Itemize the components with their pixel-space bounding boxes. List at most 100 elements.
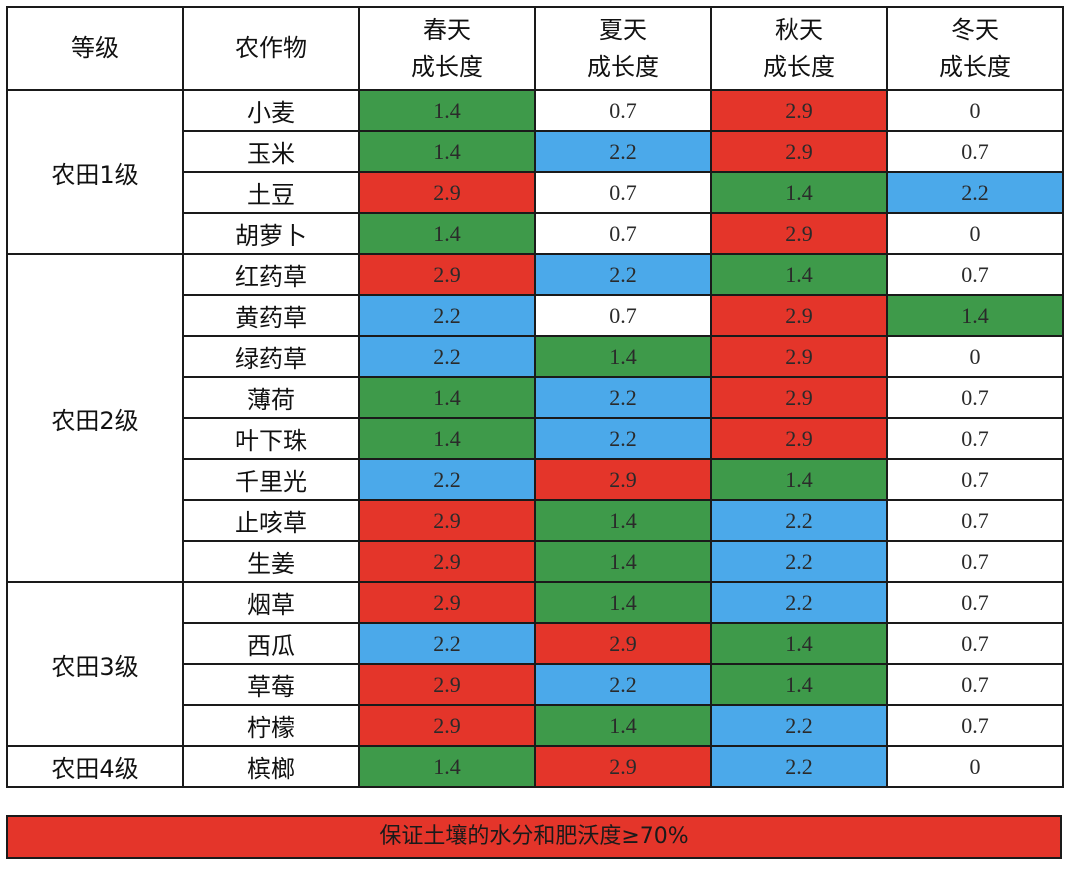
winter-growth-cell: 0.7 — [886, 253, 1064, 296]
table-row: 叶下珠 1.4 2.2 2.9 0.7 — [7, 417, 1064, 460]
spring-growth-cell: 2.9 — [358, 663, 536, 706]
table-row: 薄荷 1.4 2.2 2.9 0.7 — [7, 376, 1064, 419]
header-autumn-season: 秋天 — [775, 15, 823, 44]
spring-growth-cell: 2.9 — [358, 540, 536, 583]
autumn-growth-cell: 1.4 — [710, 458, 888, 501]
header-summer-season: 夏天 — [599, 15, 647, 44]
summer-growth-cell: 2.9 — [534, 458, 712, 501]
header-summer-growth: 成长度 — [587, 52, 659, 81]
summer-growth-cell: 2.2 — [534, 253, 712, 296]
summer-growth-cell: 2.2 — [534, 417, 712, 460]
crop-name-cell: 止咳草 — [182, 499, 360, 542]
spring-growth-cell: 2.9 — [358, 581, 536, 624]
table-row: 绿药草 2.2 1.4 2.9 0 — [7, 335, 1064, 378]
header-summer: 夏天 成长度 — [534, 6, 712, 91]
summer-growth-cell: 1.4 — [534, 704, 712, 747]
summer-growth-cell: 0.7 — [534, 89, 712, 132]
crop-name-cell: 叶下珠 — [182, 417, 360, 460]
table-row: 农田1级 小麦 1.4 0.7 2.9 0 — [6, 89, 1064, 255]
crop-name-cell: 柠檬 — [182, 704, 360, 747]
farm-level-cell: 农田1级 — [6, 89, 184, 255]
crop-name-cell: 红药草 — [182, 253, 360, 296]
summer-growth-cell: 2.9 — [534, 745, 712, 788]
crop-name-cell: 千里光 — [182, 458, 360, 501]
winter-growth-cell: 0.7 — [886, 581, 1064, 624]
autumn-growth-cell: 2.9 — [710, 417, 888, 460]
summer-growth-cell: 0.7 — [534, 294, 712, 337]
autumn-growth-cell: 2.9 — [710, 130, 888, 173]
winter-growth-cell: 1.4 — [886, 294, 1064, 337]
spring-growth-cell: 1.4 — [358, 89, 536, 132]
autumn-growth-cell: 2.9 — [710, 89, 888, 132]
farm-level-cell: 农田2级 — [6, 253, 184, 583]
winter-growth-cell: 0.7 — [886, 704, 1064, 747]
summer-growth-cell: 0.7 — [534, 212, 712, 255]
spring-growth-cell: 2.2 — [358, 294, 536, 337]
winter-growth-cell: 0.7 — [886, 458, 1064, 501]
autumn-growth-cell: 1.4 — [710, 253, 888, 296]
autumn-growth-cell: 1.4 — [710, 663, 888, 706]
autumn-growth-cell: 2.2 — [710, 581, 888, 624]
header-spring: 春天 成长度 — [358, 6, 536, 91]
crop-name-cell: 小麦 — [182, 89, 360, 132]
header-level: 等级 — [6, 6, 184, 91]
spring-growth-cell: 2.9 — [358, 253, 536, 296]
crop-name-cell: 玉米 — [182, 130, 360, 173]
crop-name-cell: 绿药草 — [182, 335, 360, 378]
crop-growth-table: 等级 农作物 春天 成长度 夏天 成长度 秋天 成长度 冬天 成长度 农田1级小… — [6, 6, 1064, 788]
winter-growth-cell: 0.7 — [886, 499, 1064, 542]
crop-name-cell: 黄药草 — [182, 294, 360, 337]
footer-note: 保证土壤的水分和肥沃度≥70% — [6, 815, 1062, 859]
spring-growth-cell: 2.9 — [358, 704, 536, 747]
header-autumn: 秋天 成长度 — [710, 6, 888, 91]
table-row: 西瓜 2.2 2.9 1.4 0.7 — [7, 622, 1064, 665]
crop-name-cell: 烟草 — [182, 581, 360, 624]
header-autumn-growth: 成长度 — [763, 52, 835, 81]
header-winter-growth: 成长度 — [939, 52, 1011, 81]
winter-growth-cell: 0.7 — [886, 376, 1064, 419]
header-spring-season: 春天 — [423, 15, 471, 44]
autumn-growth-cell: 2.9 — [710, 212, 888, 255]
crop-name-cell: 土豆 — [182, 171, 360, 214]
winter-growth-cell: 0 — [886, 745, 1064, 788]
table-row: 千里光 2.2 2.9 1.4 0.7 — [7, 458, 1064, 501]
winter-growth-cell: 0.7 — [886, 663, 1064, 706]
crop-name-cell: 槟榔 — [182, 745, 360, 788]
spring-growth-cell: 2.2 — [358, 622, 536, 665]
winter-growth-cell: 2.2 — [886, 171, 1064, 214]
table-row: 生姜 2.9 1.4 2.2 0.7 — [7, 540, 1064, 583]
winter-growth-cell: 0 — [886, 335, 1064, 378]
winter-growth-cell: 0.7 — [886, 130, 1064, 173]
winter-growth-cell: 0.7 — [886, 622, 1064, 665]
table-row: 农田4级 槟榔 1.4 2.9 2.2 0 — [6, 745, 1064, 788]
spring-growth-cell: 1.4 — [358, 417, 536, 460]
summer-growth-cell: 0.7 — [534, 171, 712, 214]
table-row: 柠檬 2.9 1.4 2.2 0.7 — [7, 704, 1064, 747]
farm-level-cell: 农田3级 — [6, 581, 184, 747]
summer-growth-cell: 1.4 — [534, 581, 712, 624]
spring-growth-cell: 1.4 — [358, 745, 536, 788]
crop-name-cell: 生姜 — [182, 540, 360, 583]
header-spring-growth: 成长度 — [411, 52, 483, 81]
spring-growth-cell: 2.9 — [358, 171, 536, 214]
summer-growth-cell: 1.4 — [534, 335, 712, 378]
table-row: 农田2级 红药草 2.9 2.2 1.4 0.7 — [6, 253, 1064, 583]
summer-growth-cell: 2.2 — [534, 376, 712, 419]
summer-growth-cell: 2.9 — [534, 622, 712, 665]
header-winter: 冬天 成长度 — [886, 6, 1064, 91]
autumn-growth-cell: 2.2 — [710, 704, 888, 747]
autumn-growth-cell: 1.4 — [710, 622, 888, 665]
winter-growth-cell: 0.7 — [886, 540, 1064, 583]
crop-name-cell: 草莓 — [182, 663, 360, 706]
autumn-growth-cell: 2.2 — [710, 745, 888, 788]
crop-name-cell: 胡萝卜 — [182, 212, 360, 255]
spring-growth-cell: 2.9 — [358, 499, 536, 542]
table-row: 土豆 2.9 0.7 1.4 2.2 — [7, 171, 1064, 214]
spring-growth-cell: 1.4 — [358, 376, 536, 419]
farm-level-cell: 农田4级 — [6, 745, 184, 788]
header-winter-season: 冬天 — [951, 15, 999, 44]
table-body: 农田1级 小麦 1.4 0.7 2.9 0 玉米 1.4 2.2 2.9 0.7 土豆 2.9 0.7 1.… — [6, 89, 1064, 788]
spring-growth-cell: 1.4 — [358, 212, 536, 255]
summer-growth-cell: 2.2 — [534, 663, 712, 706]
winter-growth-cell: 0 — [886, 212, 1064, 255]
